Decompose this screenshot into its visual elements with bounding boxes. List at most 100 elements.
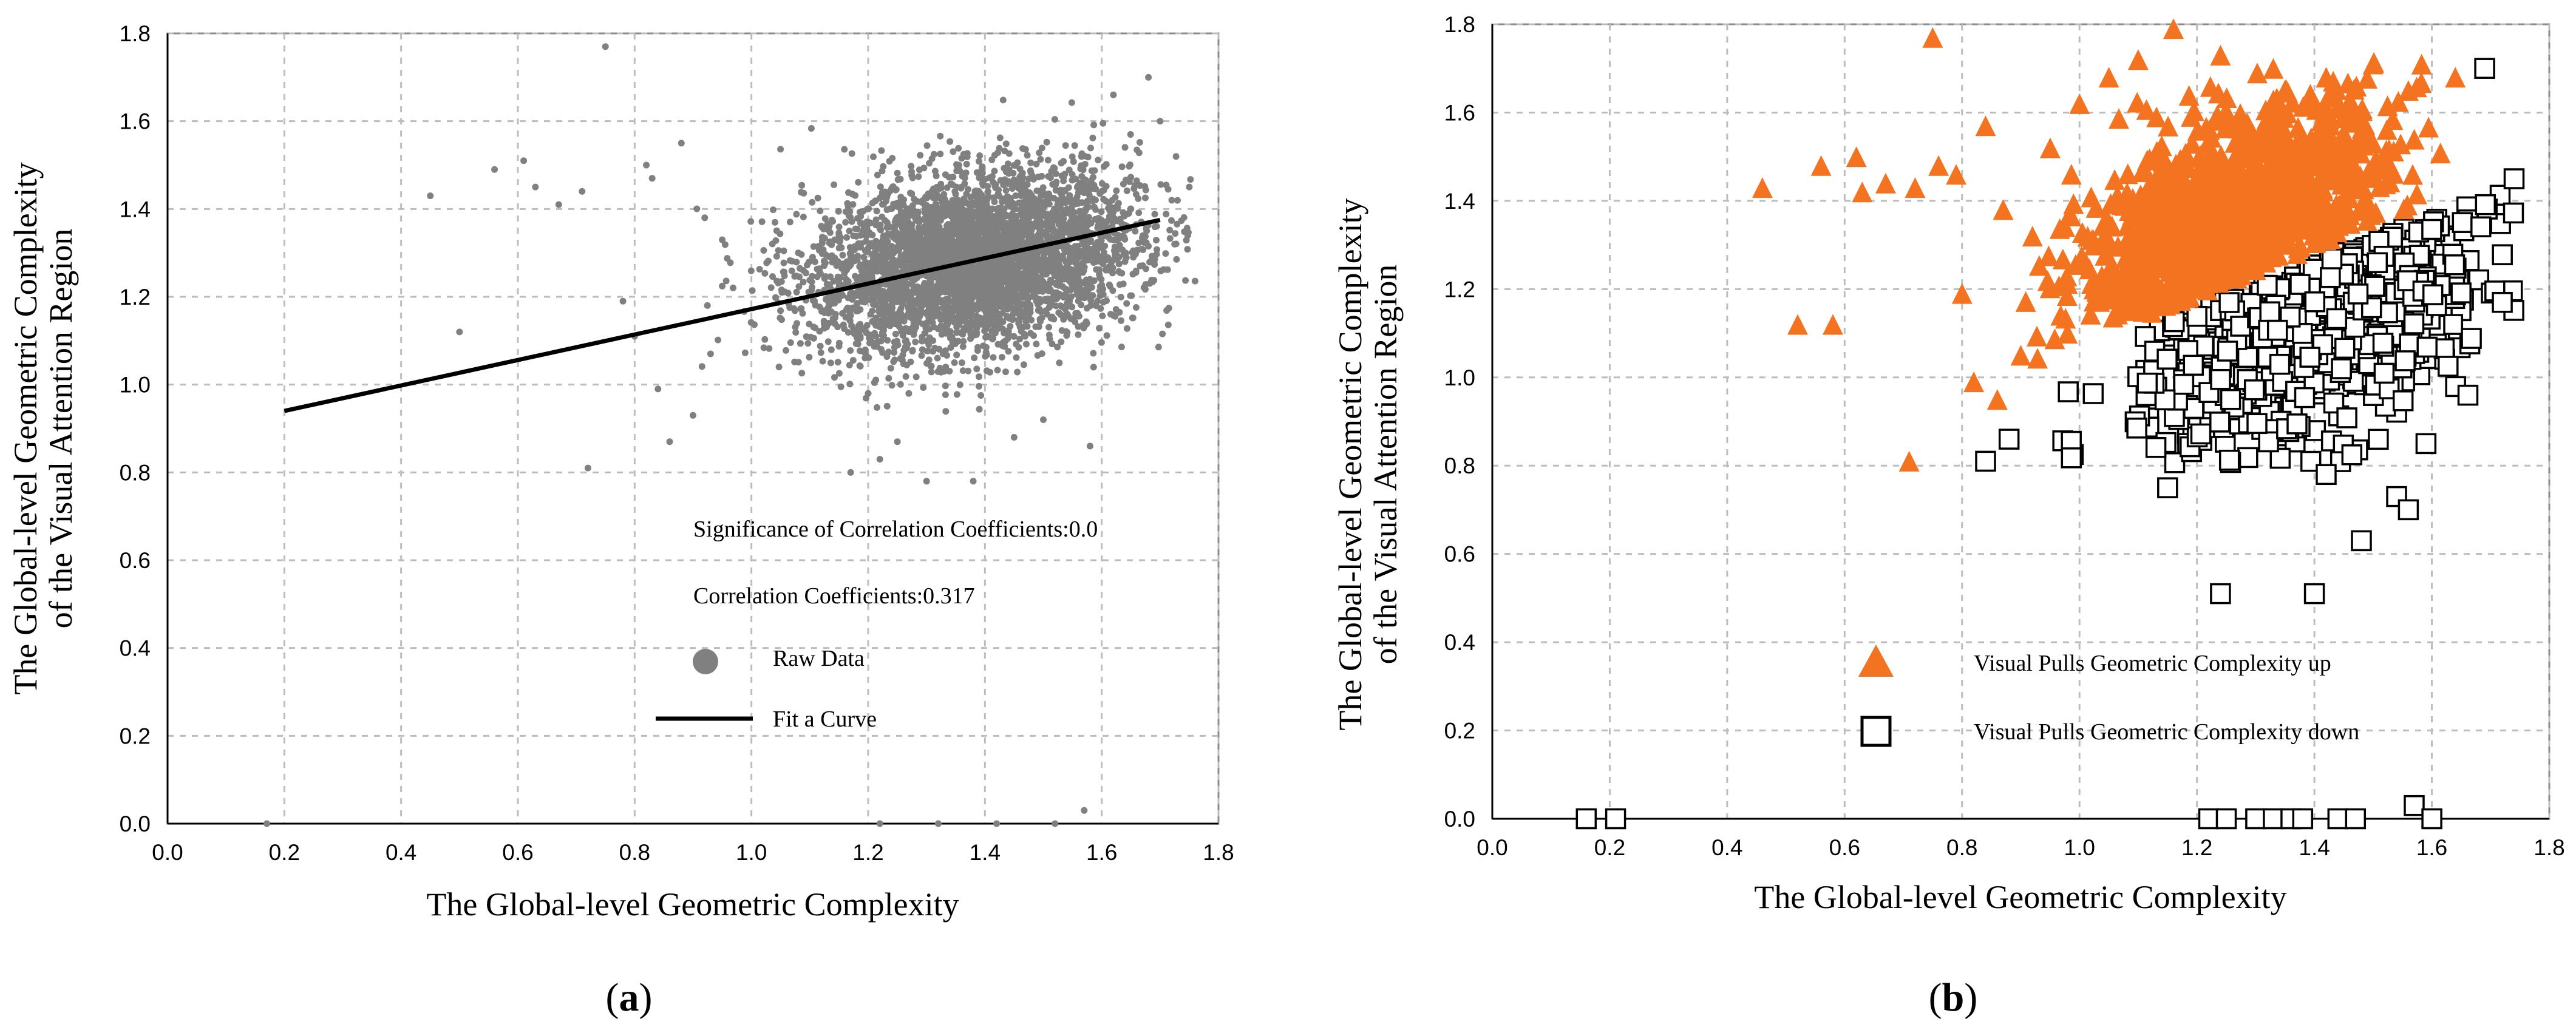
raw-data-point bbox=[1071, 142, 1078, 149]
raw-data-point bbox=[941, 196, 948, 203]
raw-data-outlier bbox=[1168, 197, 1175, 204]
raw-data-point bbox=[892, 330, 899, 337]
raw-data-point bbox=[721, 241, 729, 248]
raw-data-point bbox=[1012, 192, 1019, 199]
raw-data-point bbox=[698, 363, 705, 370]
raw-data-point bbox=[948, 333, 956, 341]
raw-data-point bbox=[804, 340, 812, 347]
raw-data-point bbox=[880, 232, 887, 240]
raw-data-point bbox=[968, 209, 975, 217]
down-square-marker bbox=[2503, 202, 2524, 224]
raw-data-point bbox=[1013, 218, 1021, 225]
raw-data-point bbox=[871, 330, 878, 337]
raw-data-point bbox=[848, 218, 855, 225]
panel-a-legend-fit-label: Fit a Curve bbox=[773, 706, 877, 732]
raw-data-point bbox=[915, 244, 922, 251]
raw-data-point bbox=[775, 247, 782, 254]
raw-data-outlier bbox=[701, 214, 709, 222]
raw-data-point bbox=[1118, 163, 1126, 171]
raw-data-point bbox=[953, 391, 960, 398]
raw-data-point bbox=[1164, 321, 1172, 328]
raw-data-point bbox=[917, 230, 924, 237]
raw-data-point bbox=[839, 251, 846, 259]
raw-data-point bbox=[952, 191, 959, 198]
raw-data-point bbox=[1067, 286, 1074, 294]
raw-data-point bbox=[854, 215, 861, 222]
raw-data-outlier bbox=[934, 820, 942, 827]
raw-data-point bbox=[1058, 267, 1065, 274]
raw-data-point bbox=[993, 309, 1001, 316]
raw-data-point bbox=[919, 337, 926, 345]
raw-data-point bbox=[1032, 323, 1039, 330]
raw-data-point bbox=[1010, 176, 1018, 183]
raw-data-point bbox=[1077, 248, 1084, 255]
raw-data-point bbox=[910, 236, 917, 243]
raw-data-point bbox=[772, 237, 780, 244]
raw-data-point bbox=[964, 186, 971, 193]
raw-data-point bbox=[849, 201, 857, 208]
raw-data-point bbox=[1079, 269, 1087, 276]
raw-data-point bbox=[1010, 181, 1017, 189]
down-square-marker bbox=[2218, 449, 2240, 471]
raw-data-point bbox=[901, 251, 908, 258]
raw-data-point bbox=[1010, 333, 1018, 340]
raw-data-point bbox=[958, 359, 965, 367]
raw-data-point bbox=[953, 291, 960, 299]
raw-data-outlier bbox=[707, 350, 714, 357]
raw-data-point bbox=[1037, 156, 1044, 163]
raw-data-point bbox=[948, 243, 956, 250]
raw-data-point bbox=[936, 215, 943, 222]
raw-data-point bbox=[885, 291, 892, 298]
raw-data-point bbox=[1123, 187, 1130, 194]
down-square-marker bbox=[2156, 348, 2178, 370]
raw-data-point bbox=[871, 319, 878, 327]
raw-data-point bbox=[772, 219, 778, 226]
raw-data-point bbox=[760, 247, 767, 254]
raw-data-point bbox=[953, 324, 960, 331]
raw-data-point bbox=[1038, 172, 1045, 180]
raw-data-point bbox=[902, 344, 909, 350]
panel-a-chart: 0.0 0.2 0.4 0.6 0.8 1.0 1.2 1.4 1.6 1.8 0.00.20.4… bbox=[7, 21, 1234, 923]
raw-data-point bbox=[854, 328, 861, 336]
raw-data-point bbox=[1135, 195, 1142, 202]
down-square-marker bbox=[2367, 252, 2388, 274]
raw-data-point bbox=[824, 338, 832, 345]
raw-data-point bbox=[1054, 344, 1061, 351]
raw-data-point bbox=[1078, 150, 1086, 157]
a-x-tick-5: 1.0 bbox=[736, 840, 767, 865]
raw-data-point bbox=[997, 269, 1005, 276]
raw-data-point bbox=[940, 300, 947, 307]
raw-data-point bbox=[826, 319, 833, 327]
raw-data-outlier bbox=[923, 478, 930, 485]
raw-data-point bbox=[786, 219, 794, 226]
raw-data-point bbox=[852, 225, 859, 232]
raw-data-point bbox=[956, 204, 963, 211]
raw-data-point bbox=[1075, 297, 1082, 305]
raw-data-point bbox=[917, 152, 924, 159]
panel-a-fit-line bbox=[284, 217, 1161, 413]
raw-data-point bbox=[925, 235, 932, 243]
raw-data-point bbox=[1159, 330, 1166, 337]
raw-data-point bbox=[1099, 120, 1107, 127]
raw-data-point bbox=[1046, 335, 1053, 342]
raw-data-point bbox=[1132, 269, 1140, 276]
raw-data-outlier bbox=[1186, 183, 1193, 191]
raw-data-point bbox=[817, 349, 824, 356]
raw-data-point bbox=[828, 294, 835, 301]
raw-data-point bbox=[1018, 253, 1025, 260]
raw-data-point bbox=[1007, 234, 1013, 242]
raw-data-point bbox=[920, 164, 928, 172]
raw-data-point bbox=[1087, 177, 1095, 184]
raw-data-point bbox=[909, 227, 916, 234]
raw-data-point bbox=[1083, 201, 1090, 208]
raw-data-point bbox=[845, 189, 852, 196]
raw-data-point bbox=[976, 291, 983, 298]
raw-data-point bbox=[1042, 222, 1049, 229]
raw-data-point bbox=[1032, 274, 1039, 281]
raw-data-point bbox=[780, 259, 787, 266]
raw-data-point bbox=[1121, 258, 1129, 265]
raw-data-point bbox=[1099, 285, 1107, 293]
raw-data-point bbox=[866, 271, 873, 278]
raw-data-point bbox=[984, 333, 991, 340]
raw-data-point bbox=[955, 144, 962, 152]
